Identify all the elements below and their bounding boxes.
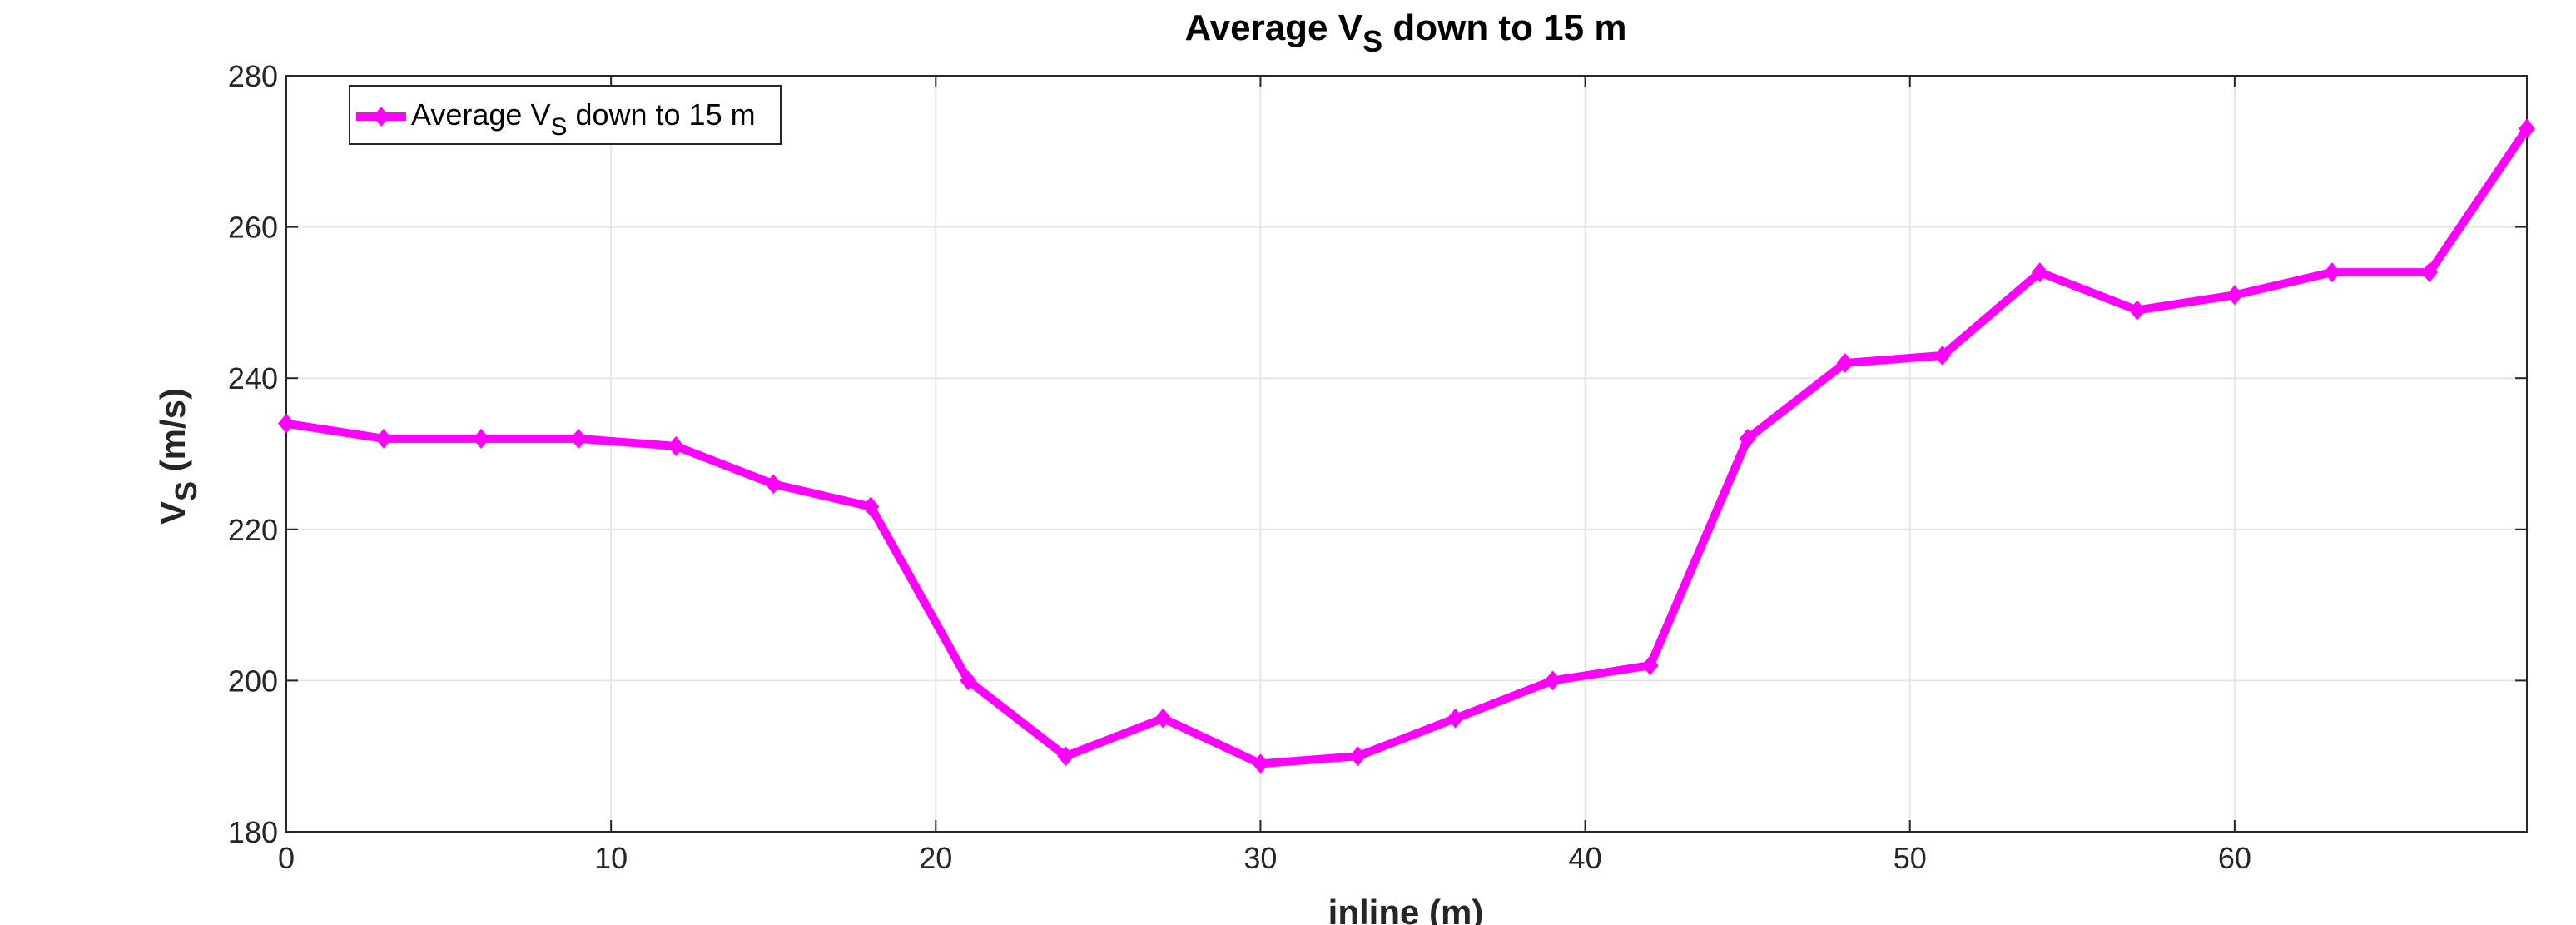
data-point [2519, 118, 2535, 139]
x-tick-label: 0 [278, 841, 295, 875]
data-point [2128, 300, 2146, 321]
y-tick-label: 280 [228, 59, 278, 93]
x-tick-label: 60 [2218, 841, 2251, 875]
data-point [1057, 746, 1075, 767]
data-point [473, 428, 490, 449]
data-point [765, 474, 782, 495]
x-tick-label: 30 [1243, 841, 1277, 875]
x-tick-label: 20 [919, 841, 952, 875]
data-point [1739, 428, 1756, 449]
x-axis-label: inline (m) [1328, 893, 1484, 925]
data-point [1349, 746, 1367, 767]
data-point [1252, 753, 1269, 774]
data-point [1641, 655, 1659, 676]
data-point [1544, 670, 1561, 691]
data-point [278, 413, 295, 434]
y-tick-label: 240 [228, 361, 278, 395]
data-point [2420, 262, 2438, 283]
data-point [960, 670, 977, 691]
legend-entry: Average VS down to 15 m [411, 97, 756, 141]
y-tick-label: 180 [228, 815, 278, 849]
data-point [1836, 353, 1854, 374]
data-point [1933, 345, 1951, 366]
series-line [285, 126, 2531, 768]
data-point [2226, 285, 2243, 306]
data-point [2323, 262, 2340, 283]
data-point [375, 428, 393, 449]
y-axis-label: VS (m/s) [153, 388, 203, 525]
series-layer [278, 118, 2535, 774]
data-point [1154, 708, 1172, 729]
legend-marker-swatch [373, 107, 390, 127]
data-point [668, 435, 685, 456]
axis-ticks [285, 75, 2527, 833]
y-tick-labels: 180 200 220 240 260 280 [228, 59, 278, 849]
x-tick-label: 40 [1569, 841, 1602, 875]
plot-area-border [285, 75, 2528, 833]
data-point [2031, 262, 2048, 283]
x-tick-label: 50 [1894, 841, 1927, 875]
legend-box [349, 85, 782, 145]
x-tick-labels: 0 10 20 30 40 50 60 [278, 841, 2251, 875]
y-tick-label: 260 [228, 211, 278, 245]
data-point [862, 496, 880, 517]
y-tick-label: 200 [228, 664, 278, 698]
data-point [570, 428, 588, 449]
chart-title: Average VS down to 15 m [1185, 7, 1627, 58]
legend: Average VS down to 15 m [349, 85, 782, 145]
x-tick-label: 10 [594, 841, 628, 875]
data-point [1447, 708, 1464, 729]
y-tick-label: 220 [228, 513, 278, 547]
